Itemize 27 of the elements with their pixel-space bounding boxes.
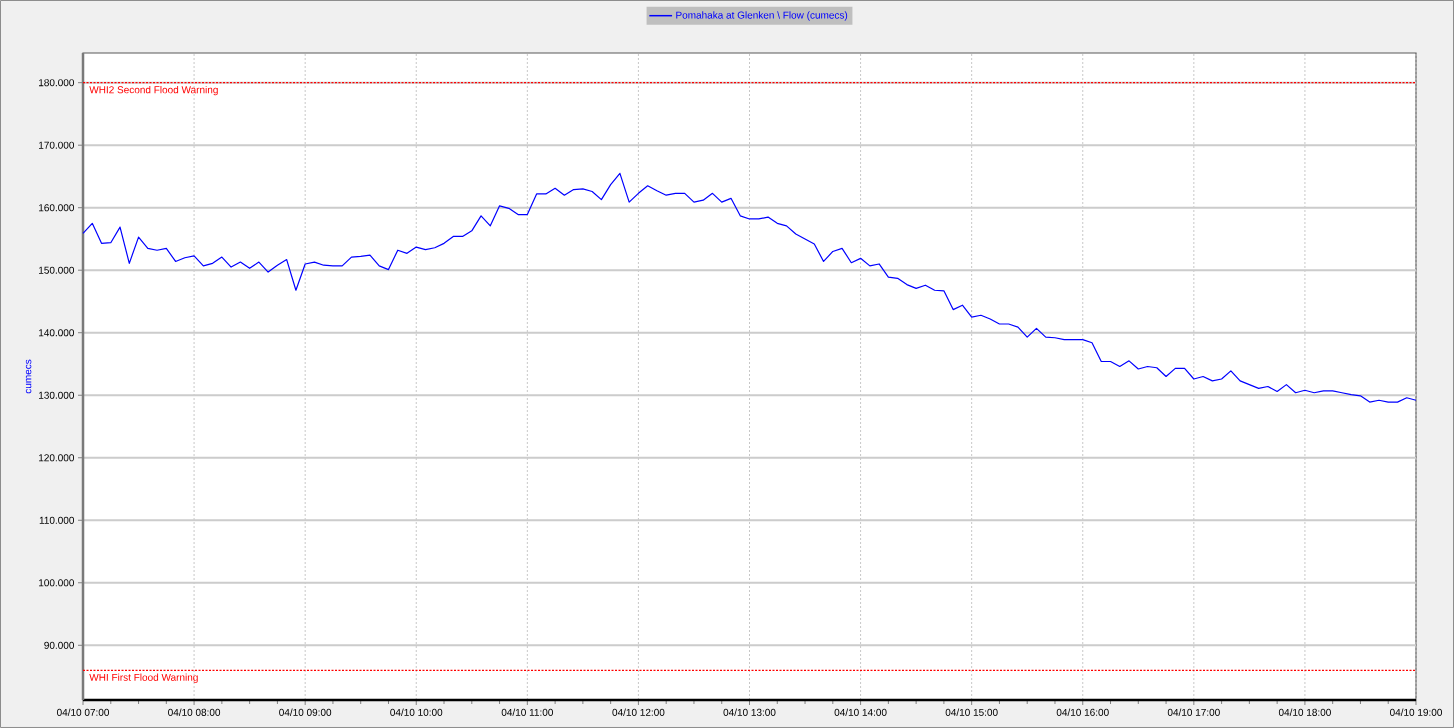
y-tick-label: 170.000 xyxy=(39,141,75,149)
y-tick-label: 100.000 xyxy=(39,579,75,587)
y-tick-label: 180.000 xyxy=(39,79,75,87)
x-tick-label: 04/10 18:00 xyxy=(1278,708,1331,716)
x-tick-label: 04/10 12:00 xyxy=(612,708,665,716)
y-tick-label: 120.000 xyxy=(39,454,75,462)
y-tick-label: 90.000 xyxy=(44,641,75,649)
legend-label: Pomahaka at Glenken \ Flow (cumecs) xyxy=(676,11,848,21)
x-tick-label: 04/10 19:00 xyxy=(1389,708,1442,716)
x-tick-label: 04/10 07:00 xyxy=(57,708,110,716)
ref-line-label: WHI2 Second Flood Warning xyxy=(89,85,218,96)
ref-line-label: WHI First Flood Warning xyxy=(89,673,198,683)
y-tick-label: 160.000 xyxy=(39,204,75,212)
x-tick-label: 04/10 17:00 xyxy=(1167,708,1220,716)
y-tick-label: 130.000 xyxy=(39,391,75,399)
y-axis-title: cumecs xyxy=(25,359,32,394)
x-tick-label: 04/10 13:00 xyxy=(723,708,776,716)
x-tick-label: 04/10 11:00 xyxy=(501,708,553,716)
x-tick-label: 04/10 16:00 xyxy=(1056,708,1109,716)
y-tick-label: 140.000 xyxy=(39,329,75,337)
x-tick-label: 04/10 14:00 xyxy=(834,708,887,716)
x-tick-label: 04/10 15:00 xyxy=(945,708,998,716)
x-tick-label: 04/10 10:00 xyxy=(390,708,443,716)
y-tick-label: 110.000 xyxy=(39,516,75,524)
x-tick-label: 04/10 08:00 xyxy=(168,708,221,716)
x-tick-label: 04/10 09:00 xyxy=(279,708,332,716)
y-tick-label: 150.000 xyxy=(39,266,75,274)
